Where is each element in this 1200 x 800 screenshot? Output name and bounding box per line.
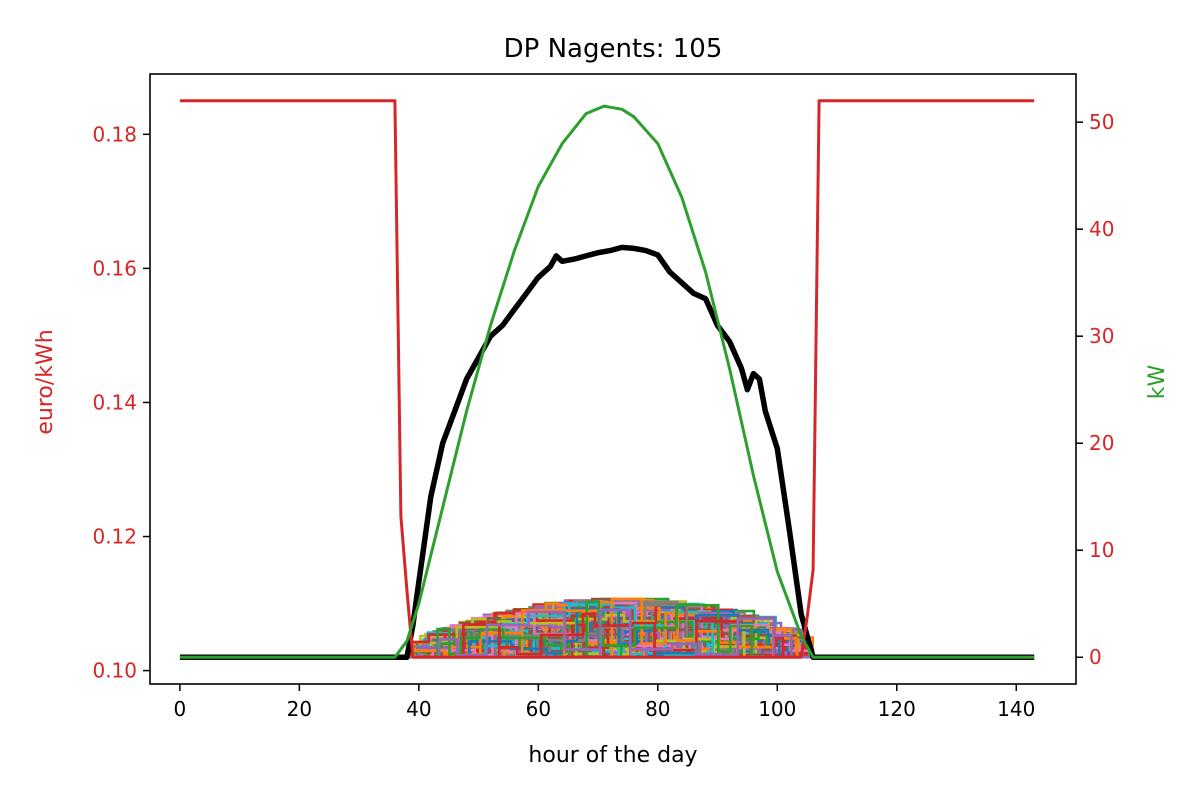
y-right-tick-label: 20 (1089, 431, 1114, 455)
solar-line (179, 104, 1035, 659)
right-y-axis-label: kW (1145, 365, 1170, 400)
x-axis: 0 20 40 60 80 100 120 140 (174, 684, 1035, 721)
plot-frame (149, 73, 1077, 685)
y-left-tick-label: 0.12 (92, 525, 137, 549)
y-left-tick-label: 0.14 (92, 390, 137, 414)
x-tick-label: 0 (174, 697, 187, 721)
y-right-tick-label: 10 (1089, 538, 1114, 562)
agent-load-lines (406, 597, 815, 659)
y-right-tick-label: 0 (1089, 645, 1102, 669)
total-load-line (179, 244, 1035, 660)
x-tick-label: 80 (645, 697, 670, 721)
x-tick-label: 140 (997, 697, 1035, 721)
chart-title: DP Nagents: 105 (504, 34, 723, 64)
y-left-tick-label: 0.10 (92, 659, 137, 683)
main-series (179, 99, 1035, 660)
left-y-axis-label: euro/kWh (33, 329, 58, 434)
y-right-tick-label: 30 (1089, 324, 1114, 348)
agent-load-line (406, 608, 814, 659)
x-tick-label: 20 (287, 697, 312, 721)
x-tick-label: 120 (878, 697, 916, 721)
price-line (179, 99, 1035, 659)
y-left-tick-label: 0.16 (92, 256, 137, 280)
right-y-axis: 0 10 20 30 40 50 (1076, 110, 1114, 669)
agent-load-line (406, 613, 814, 659)
x-axis-label: hour of the day (528, 743, 697, 768)
y-right-tick-label: 40 (1089, 217, 1114, 241)
y-right-tick-label: 50 (1089, 110, 1114, 134)
x-tick-label: 40 (406, 697, 431, 721)
left-y-axis: 0.10 0.12 0.14 0.16 0.18 (92, 122, 150, 683)
y-left-tick-label: 0.18 (92, 122, 137, 146)
x-tick-label: 100 (758, 697, 796, 721)
x-tick-label: 60 (526, 697, 551, 721)
